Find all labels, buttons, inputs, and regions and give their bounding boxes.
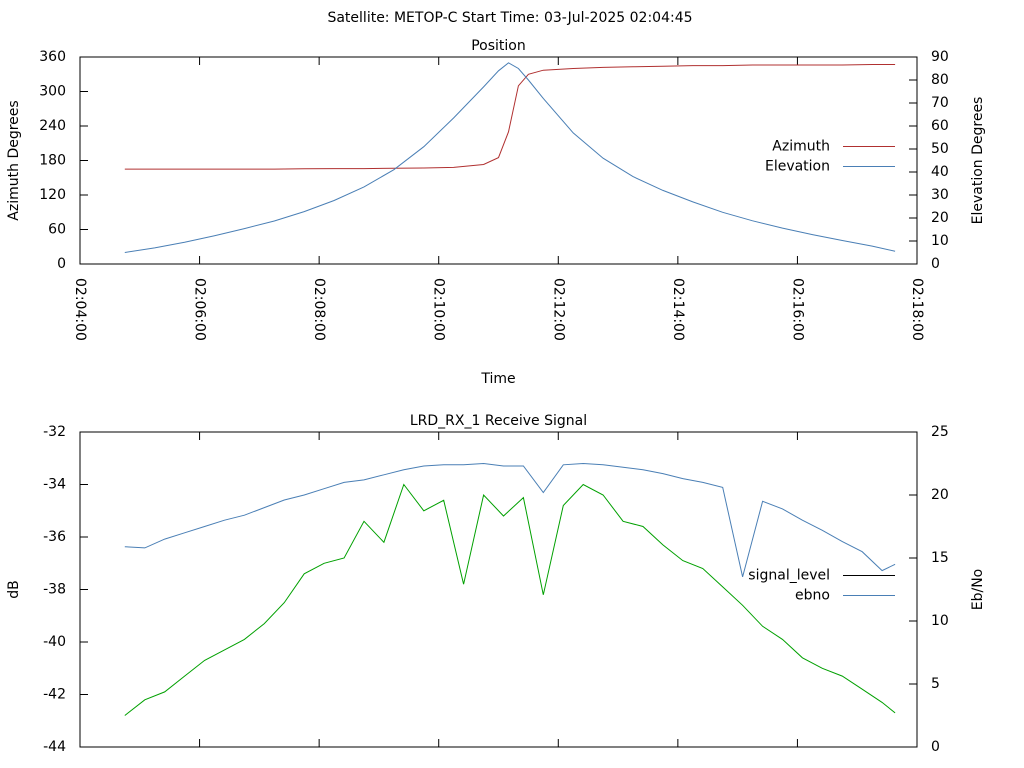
y-tick-label: -42	[43, 687, 66, 703]
y2-tick-label: 80	[931, 72, 949, 88]
x-tick-label: 02:18:00	[909, 278, 925, 341]
y2-tick-label: 30	[931, 187, 949, 203]
y2-axis-label: Elevation Degrees	[970, 97, 986, 225]
chart-title: Position	[471, 38, 526, 54]
y-axis-label: Azimuth Degrees	[6, 100, 22, 220]
y2-tick-label: 5	[931, 676, 940, 692]
y-tick-label: 0	[57, 256, 66, 272]
y2-tick-label: 20	[931, 487, 949, 503]
y-tick-label: 360	[39, 49, 66, 65]
legend-label: ebno	[795, 588, 830, 604]
y-tick-label: -44	[43, 739, 66, 755]
y2-tick-label: 50	[931, 141, 949, 157]
y2-tick-label: 20	[931, 210, 949, 226]
x-tick-label: 02:12:00	[550, 278, 566, 341]
series-line	[124, 483, 896, 716]
y2-tick-label: 15	[931, 550, 949, 566]
y-tick-label: -34	[43, 477, 66, 493]
x-tick-label: 02:08:00	[311, 278, 327, 341]
y-tick-label: 300	[39, 84, 66, 100]
y2-tick-label: 60	[931, 118, 949, 134]
plot-frame	[79, 56, 918, 265]
y2-tick-label: 70	[931, 95, 949, 111]
y2-tick-label: 90	[931, 49, 949, 65]
legend-label: signal_level	[748, 568, 830, 584]
y-tick-label: -32	[43, 424, 66, 440]
y2-tick-label: 10	[931, 613, 949, 629]
legend-label: Azimuth	[772, 139, 830, 155]
series-line	[124, 62, 896, 253]
y2-tick-label: 25	[931, 424, 949, 440]
series-line	[124, 462, 896, 578]
y2-axis-label: Eb/No	[970, 569, 986, 611]
y-tick-label: 180	[39, 153, 66, 169]
y2-tick-label: 10	[931, 233, 949, 249]
y2-tick-label: 0	[931, 739, 940, 755]
y-axis-label: dB	[6, 580, 22, 599]
x-tick-label: 02:14:00	[670, 278, 686, 341]
y-tick-label: -36	[43, 529, 66, 545]
y-tick-label: 120	[39, 187, 66, 203]
chart-title: LRD_RX_1 Receive Signal	[410, 413, 587, 429]
x-tick-label: 02:04:00	[72, 278, 88, 341]
legend-label: Elevation	[765, 159, 830, 175]
plot-frame	[79, 431, 918, 748]
x-axis-label: Time	[480, 371, 515, 387]
x-tick-label: 02:16:00	[789, 278, 805, 341]
y-tick-label: 240	[39, 118, 66, 134]
series-line	[124, 64, 896, 170]
y-tick-label: -38	[43, 582, 66, 598]
y-tick-label: -40	[43, 634, 66, 650]
y2-tick-label: 0	[931, 256, 940, 272]
x-tick-label: 02:10:00	[431, 278, 447, 341]
page-title: Satellite: METOP-C Start Time: 03-Jul-20…	[327, 10, 692, 26]
y-tick-label: 60	[48, 222, 66, 238]
x-tick-label: 02:06:00	[192, 278, 208, 341]
y2-tick-label: 40	[931, 164, 949, 180]
